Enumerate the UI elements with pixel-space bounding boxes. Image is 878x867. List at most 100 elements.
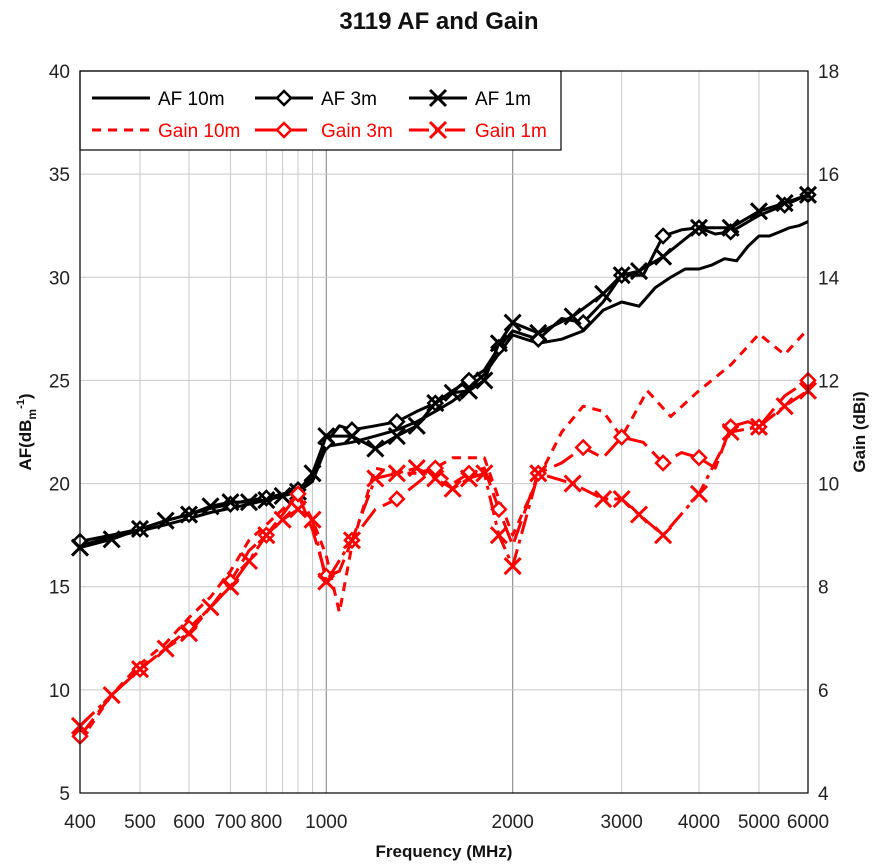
legend-item: Gain 1m <box>409 120 547 142</box>
data-point <box>503 313 522 332</box>
data-point <box>654 454 672 472</box>
y-axis-left: 5 10 15 20 25 30 35 40 <box>49 62 70 805</box>
data-point <box>775 193 794 213</box>
data-point <box>629 505 649 524</box>
data-point <box>654 247 673 266</box>
x-tick-label: 4000 <box>678 812 720 833</box>
y2-tick-label: 14 <box>818 268 840 289</box>
chart-title: 3119 AF and Gain <box>339 8 538 35</box>
legend-label: Gain 10m <box>158 121 240 142</box>
series-line <box>78 389 809 728</box>
legend-item: Gain 10m <box>92 121 240 142</box>
series-4 <box>71 371 817 746</box>
data-point <box>130 519 150 539</box>
data-point <box>459 469 479 488</box>
data-point <box>612 428 631 446</box>
series-5 <box>70 381 818 736</box>
series-line <box>78 327 810 743</box>
data-point <box>257 491 276 510</box>
data-point <box>156 511 175 530</box>
data-point <box>179 505 199 524</box>
legend: AF 10m AF 3m AF 1m Gain 10m Gain 3m Gain 1m <box>79 70 562 151</box>
data-point <box>407 459 426 478</box>
data-point <box>289 485 307 503</box>
y-tick-label: 35 <box>49 165 70 186</box>
y-tick-label: 40 <box>49 62 70 83</box>
x-tick-label: 800 <box>250 812 282 833</box>
x-tick-label: 2000 <box>492 812 534 833</box>
data-point <box>317 427 336 446</box>
legend-label: AF 10m <box>158 89 225 110</box>
data-point <box>459 381 479 400</box>
y2-axis-title: Gain (dBi) <box>850 391 869 472</box>
series-2 <box>70 185 818 557</box>
data-point <box>721 422 740 442</box>
y-axis-title-main: AF(dB <box>16 420 35 471</box>
data-point <box>317 572 336 591</box>
x-tick-label: 600 <box>173 812 205 833</box>
y-tick-label: 20 <box>49 475 70 496</box>
legend-marker <box>428 88 448 108</box>
y-tick-label: 25 <box>49 371 70 392</box>
data-point <box>489 334 508 353</box>
legend-label: Gain 3m <box>321 121 393 142</box>
x-tick-label: 400 <box>64 812 96 833</box>
y2-tick-label: 18 <box>818 62 839 83</box>
series-3 <box>78 327 810 743</box>
y-axis-right: 4 6 8 10 12 14 16 18 <box>818 62 840 805</box>
legend-item: AF 3m <box>255 89 377 110</box>
data-point <box>288 500 308 519</box>
data-point <box>443 479 462 498</box>
data-point <box>775 397 794 416</box>
series-line <box>79 193 809 549</box>
y-tick-label: 5 <box>59 784 70 805</box>
grid <box>79 70 808 794</box>
data-point <box>303 464 322 483</box>
data-point <box>612 489 631 509</box>
x-tick-label: 500 <box>124 812 156 833</box>
data-point <box>749 417 769 436</box>
data-point <box>529 464 548 483</box>
data-point <box>201 497 220 516</box>
y-tick-label: 10 <box>49 681 70 702</box>
data-point <box>594 489 613 509</box>
data-point <box>102 530 121 549</box>
y2-tick-label: 8 <box>818 578 829 599</box>
data-point <box>689 484 709 503</box>
data-point <box>221 493 240 512</box>
y-tick-label: 30 <box>49 268 70 289</box>
y-axis-title-sub: m <box>25 409 39 420</box>
legend-label: Gain 1m <box>475 121 547 142</box>
data-point <box>529 323 548 343</box>
data-point <box>460 371 478 390</box>
x-tick-label: 1000 <box>305 812 347 833</box>
data-point <box>273 510 292 529</box>
data-point <box>503 557 522 576</box>
legend-marker <box>428 120 448 140</box>
y2-tick-label: 16 <box>818 165 839 186</box>
data-point <box>387 464 406 483</box>
x-axis-title: Frequency (MHz) <box>376 842 513 861</box>
data-point <box>221 577 240 596</box>
data-point <box>629 262 649 281</box>
data-point <box>342 531 362 550</box>
x-tick-label: 6000 <box>787 812 829 833</box>
legend-item: AF 10m <box>92 89 225 110</box>
y-axis-title-sup: -1 <box>15 399 27 409</box>
legend-marker <box>275 89 293 107</box>
data-point <box>130 660 150 679</box>
data-point <box>475 464 494 483</box>
data-point <box>574 438 592 457</box>
x-axis: 400 500 600 700 800 1000 2000 3000 4000 5000 6000 <box>64 812 829 833</box>
data-point <box>490 500 508 519</box>
y2-tick-label: 4 <box>818 784 829 805</box>
data-point <box>690 449 708 467</box>
data-point <box>366 469 385 488</box>
data-point <box>443 383 462 402</box>
data-point <box>388 490 406 508</box>
legend-label: AF 3m <box>321 89 377 110</box>
data-point <box>475 371 494 390</box>
data-point <box>563 474 582 493</box>
y-axis-title: AF(dBm-1) <box>15 393 39 470</box>
